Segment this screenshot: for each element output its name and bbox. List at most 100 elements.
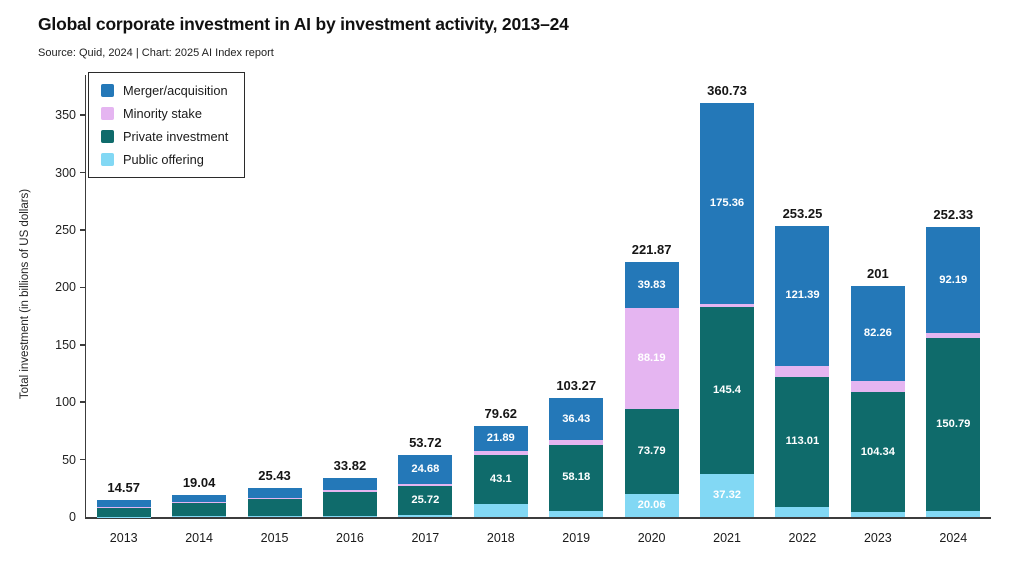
x-tick-label-2021: 2021: [713, 531, 741, 545]
segment-value-label: 58.18: [562, 471, 591, 484]
bar-slot-2018: 21.89 43.1 79.62 2018: [463, 75, 538, 545]
bar-total-label-2021: 360.73: [707, 82, 747, 98]
segment-minority-2017: [398, 483, 453, 486]
bar-slot-2020: 39.83 88.19 73.79 20.06 221.87 2020: [614, 75, 689, 545]
y-tick-mark-200: [80, 286, 85, 289]
segment-private-2014: [172, 503, 227, 517]
y-tick-label-100: 100: [55, 395, 76, 410]
bar-total-label-2020: 221.87: [631, 242, 672, 258]
segment-public-2014: [172, 516, 227, 517]
bar-2022: 121.39 113.01: [775, 226, 830, 517]
segment-value-label: 24.68: [411, 462, 440, 475]
bar-slot-2015: 25.43 2015: [237, 75, 312, 545]
legend-item-private: Private investment: [101, 129, 228, 144]
segment-private-2022: 113.01: [775, 377, 830, 507]
legend-item-mna: Merger/acquisition: [101, 83, 228, 98]
segment-value-label: 150.79: [936, 418, 971, 431]
bar-slot-2023: 82.26 104.34 201 2023: [840, 75, 915, 545]
segment-minority-2016: [322, 490, 377, 492]
segment-public-2016: [322, 515, 377, 517]
x-tick-label-2016: 2016: [336, 531, 364, 545]
x-tick-label-2020: 2020: [637, 531, 666, 545]
segment-private-2024: 150.79: [926, 338, 981, 512]
bar-2016: [322, 478, 377, 517]
segment-public-2023: [850, 512, 905, 517]
x-tick-label-2023: 2023: [863, 531, 892, 545]
segment-mna-2022: 121.39: [775, 226, 830, 366]
segment-minority-2018: [473, 450, 528, 455]
segment-mna-2021: 175.36: [700, 102, 755, 305]
segment-mna-2018: 21.89: [473, 425, 528, 451]
bar-slot-2016: 33.82 2016: [312, 75, 387, 545]
legend-swatch-minority-icon: [101, 107, 114, 120]
segment-value-label: 82.26: [863, 326, 892, 339]
y-tick-mark-50: [80, 458, 85, 461]
y-tick-mark-350: [80, 114, 85, 116]
segment-mna-2013: [96, 500, 151, 507]
segment-value-label: 175.36: [709, 196, 745, 209]
bar-slot-2019: 36.43 58.18 103.27 2019: [539, 75, 614, 545]
y-tick-label-50: 50: [62, 452, 76, 467]
segment-mna-2023: 82.26: [850, 286, 905, 381]
legend-swatch-private-icon: [101, 130, 114, 143]
y-tick-mark-100: [80, 401, 85, 403]
segment-value-label: 37.32: [713, 488, 742, 501]
segment-mna-2016: [322, 478, 377, 491]
bar-2014: [172, 495, 227, 517]
legend-item-minority: Minority stake: [101, 106, 228, 121]
segment-mna-2024: 92.19: [926, 227, 981, 334]
bar-slot-2014: 19.04 2014: [161, 75, 236, 545]
segment-minority-2014: [172, 502, 227, 504]
bar-slot-2024: 92.19 150.79 252.33 2024: [916, 75, 991, 545]
y-tick-label-300: 300: [55, 165, 76, 180]
bar-slot-2021: 175.36 145.4 37.32 360.73 2021: [689, 75, 764, 545]
segment-public-2024: [926, 511, 981, 517]
segment-private-2013: [96, 507, 151, 517]
bar-slot-2013: 14.57 2013: [86, 75, 161, 545]
x-tick-label-2014: 2014: [185, 531, 214, 545]
segment-private-2018: 43.1: [473, 454, 528, 504]
y-tick-mark-300: [80, 171, 85, 174]
segment-value-label: 25.72: [411, 493, 440, 506]
segment-public-2020: 20.06: [624, 493, 679, 517]
bar-2020: 39.83 88.19 73.79 20.06: [624, 262, 679, 517]
y-tick-label-0: 0: [69, 510, 76, 524]
segment-value-label: 43.1: [489, 472, 512, 485]
x-tick-label-2024: 2024: [939, 531, 968, 545]
segment-public-2019: [549, 511, 604, 517]
plot-area: Merger/acquisition Minority stake Private …: [55, 72, 991, 545]
x-tick-label-2015: 2015: [260, 531, 289, 545]
segment-minority-2015: [247, 497, 302, 499]
segment-public-2022: [775, 506, 830, 517]
x-tick-label-2019: 2019: [562, 531, 591, 545]
segment-value-label: 36.43: [562, 412, 591, 425]
segment-minority-2019: [549, 440, 604, 445]
segment-value-label: 88.19: [637, 352, 666, 365]
legend-label-minority: Minority stake: [123, 106, 202, 121]
segment-value-label: 20.06: [637, 498, 666, 511]
segment-private-2023: 104.34: [850, 392, 905, 513]
segment-minority-2024: [926, 333, 981, 339]
bar-slot-2022: 121.39 113.01 253.25 2022: [765, 75, 840, 545]
bar-total-label-2013: 14.57: [107, 480, 140, 496]
y-axis-title: Total investment (in billions of US doll…: [19, 188, 31, 400]
legend-item-public: Public offering: [101, 152, 228, 167]
bar-total-label-2022: 253.25: [782, 206, 823, 222]
y-tick-label-150: 150: [55, 337, 76, 352]
legend-label-mna: Merger/acquisition: [123, 83, 228, 98]
segment-value-label: 145.4: [713, 384, 742, 397]
segment-private-2015: [247, 498, 302, 517]
segment-value-label: 104.34: [860, 445, 895, 458]
bar-total-label-2017: 53.72: [409, 435, 442, 451]
segment-public-2015: [247, 516, 302, 517]
bar-total-label-2014: 19.04: [182, 475, 216, 491]
segment-mna-2015: [247, 487, 302, 498]
y-tick-label-350: 350: [55, 108, 76, 123]
segment-private-2020: 73.79: [624, 409, 679, 494]
bar-2024: 92.19 150.79: [926, 227, 981, 517]
segment-private-2016: [322, 491, 377, 516]
x-tick-label-2018: 2018: [486, 531, 515, 545]
segment-value-label: 121.39: [785, 289, 820, 302]
x-tick-label-2013: 2013: [109, 531, 138, 545]
